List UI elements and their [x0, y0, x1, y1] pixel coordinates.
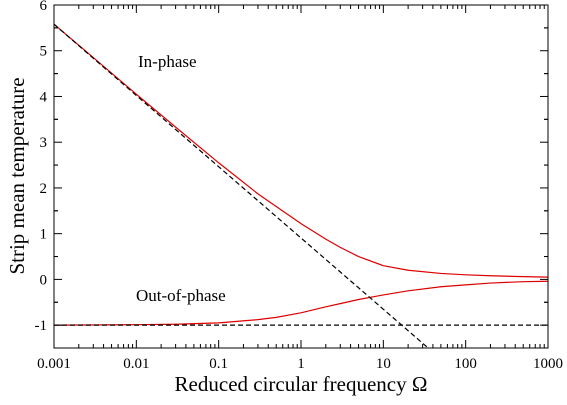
- x-tick-label: 0.1: [209, 356, 228, 372]
- y-axis-title: Strip mean temperature: [5, 77, 29, 274]
- y-tick-label: 3: [40, 135, 48, 151]
- x-tick-label: 100: [454, 356, 477, 372]
- x-tick-label: 0.01: [123, 356, 149, 372]
- y-tick-label: 1: [40, 227, 48, 243]
- x-tick-label: 0.001: [37, 356, 71, 372]
- x-tick-label: 10: [376, 356, 391, 372]
- series-line-1: [54, 280, 548, 326]
- x-tick-label: 1: [297, 356, 305, 372]
- y-tick-label: 0: [40, 272, 48, 288]
- series-line-2: [54, 23, 429, 348]
- x-tick-label: 1000: [533, 356, 563, 372]
- y-tick-label: 2: [40, 181, 48, 197]
- y-tick-label: 5: [40, 44, 48, 60]
- annotation-in-phase: In-phase: [138, 52, 197, 71]
- series-line-0: [54, 23, 548, 278]
- x-axis-title: Reduced circular frequency Ω: [175, 372, 428, 396]
- y-tick-label: 6: [40, 0, 48, 14]
- plot-frame: [53, 4, 549, 349]
- annotation-out-of-phase: Out-of-phase: [136, 286, 226, 305]
- y-tick-label: 4: [40, 89, 48, 105]
- y-tick-label: -1: [35, 318, 48, 334]
